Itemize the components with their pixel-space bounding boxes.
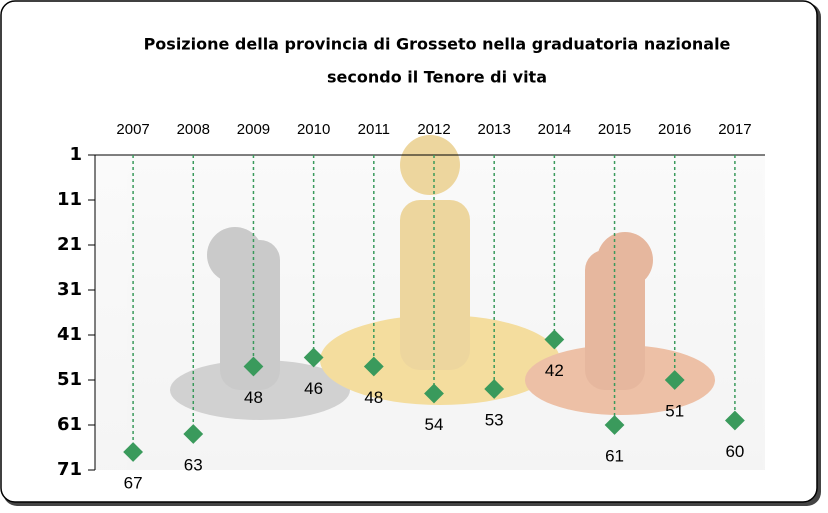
x-tick-label: 2014 xyxy=(538,121,571,138)
x-tick-label: 2012 xyxy=(417,121,450,138)
x-tick-label: 2016 xyxy=(658,121,691,138)
x-tick-label: 2017 xyxy=(718,121,751,138)
y-tick-label: 1 xyxy=(69,144,82,165)
x-tick-label: 2008 xyxy=(177,121,210,138)
marker xyxy=(544,329,565,350)
marker xyxy=(123,442,143,462)
chart-title: Posizione della provincia di Grosseto ne… xyxy=(144,35,731,54)
marker xyxy=(604,415,625,435)
value-label: 42 xyxy=(545,361,564,380)
marker xyxy=(664,370,685,390)
value-label: 63 xyxy=(184,455,203,474)
y-tick-label: 41 xyxy=(57,324,82,345)
chart-title: secondo il Tenore di vita xyxy=(327,68,547,87)
y-tick-label: 31 xyxy=(57,279,82,300)
value-label: 51 xyxy=(665,401,684,420)
value-label: 60 xyxy=(725,442,744,461)
value-label: 48 xyxy=(244,388,263,407)
value-label: 67 xyxy=(124,473,143,492)
marker xyxy=(363,356,384,377)
background-picture xyxy=(95,135,765,470)
y-tick-label: 11 xyxy=(57,189,82,210)
value-label: 61 xyxy=(605,446,624,465)
marker xyxy=(183,424,204,444)
y-tick-label: 71 xyxy=(57,459,82,480)
x-tick-label: 2015 xyxy=(598,121,631,138)
marker xyxy=(725,410,745,431)
y-tick-label: 51 xyxy=(57,369,82,390)
y-tick-label: 61 xyxy=(57,414,82,435)
marker xyxy=(303,347,324,368)
value-label: 54 xyxy=(425,415,444,434)
x-tick-label: 2009 xyxy=(237,121,270,138)
y-tick-label: 21 xyxy=(57,234,82,255)
x-tick-label: 2010 xyxy=(297,121,330,138)
value-label: 46 xyxy=(304,379,323,398)
marker xyxy=(243,356,264,377)
value-label: 48 xyxy=(364,388,383,407)
x-tick-label: 2007 xyxy=(116,121,149,138)
value-label: 53 xyxy=(485,410,504,429)
x-tick-label: 2011 xyxy=(358,121,390,138)
marker xyxy=(484,379,505,399)
marker xyxy=(424,383,444,404)
x-tick-label: 2013 xyxy=(477,121,510,138)
